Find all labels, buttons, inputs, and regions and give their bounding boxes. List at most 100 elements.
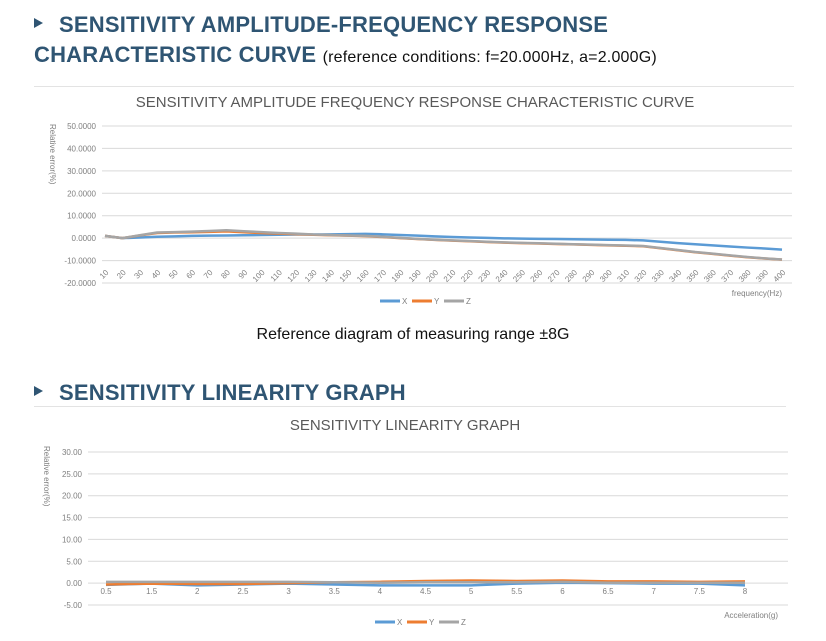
x-tick-label: 8 (743, 587, 748, 596)
chart-title: SENSITIVITY LINEARITY GRAPH (289, 417, 521, 434)
x-tick-label: 340 (667, 268, 683, 284)
frequency-response-chart: SENSITIVITY AMPLITUDE FREQUENCY RESPONSE… (30, 88, 800, 313)
legend-label-y: Y (434, 297, 440, 306)
series-line-z (104, 229, 783, 261)
x-tick-label: 10 (98, 268, 111, 281)
x-tick-label: 130 (303, 268, 319, 284)
x-tick-label: 6.5 (603, 587, 615, 596)
x-tick-label: 3 (286, 587, 291, 596)
heading-line1: SENSITIVITY AMPLITUDE-FREQUENCY RESPONSE (59, 12, 609, 37)
legend-label-x: X (402, 297, 408, 306)
reference-conditions: (reference conditions: f=20.000Hz, a=2.0… (322, 49, 657, 66)
x-tick-label: 360 (702, 268, 718, 284)
x-axis-label: Acceleration(g) (724, 611, 778, 620)
x-tick-label: 4.5 (420, 587, 432, 596)
x-axis-label: frequency(Hz) (732, 289, 783, 298)
x-tick-label: 180 (390, 268, 406, 284)
x-tick-label: 30 (132, 268, 145, 281)
x-tick-label: 110 (269, 268, 285, 284)
x-tick-label: 100 (251, 268, 267, 284)
heading-line2: CHARACTERISTIC CURVE (34, 42, 317, 67)
x-tick-label: 2.5 (237, 587, 249, 596)
y-tick-label: -5.00 (64, 601, 83, 610)
chart-svg: -5.00 0.00 5.00 10.00 15.00 20.00 25.00 30.00 Re… (42, 446, 788, 627)
x-tick-label: 200 (424, 268, 440, 284)
y-tick-label: 0.0000 (72, 234, 97, 243)
x-tick-label: 3.5 (329, 587, 341, 596)
x-tick-label: 2 (195, 587, 200, 596)
y-tick-label: 10.00 (62, 535, 83, 544)
chart-svg: -20.0000 -10.0000 0.0000 10.0000 20.0000 30.0… (48, 122, 792, 306)
x-tick-label: 0.5 (100, 587, 112, 596)
x-tick-label: 6 (560, 587, 565, 596)
x-tick-label: 250 (511, 268, 527, 284)
y-tick-label: 20.00 (62, 492, 83, 501)
series-line-z (106, 580, 745, 584)
heading-frequency-response-line2: CHARACTERISTIC CURVE (reference conditio… (34, 42, 657, 68)
x-tick-label: 210 (442, 268, 458, 284)
x-tick-label: 170 (372, 268, 388, 284)
x-tick-label: 370 (720, 268, 736, 284)
divider (34, 86, 794, 87)
x-tick-label: 120 (286, 268, 302, 284)
chart-caption: Reference diagram of measuring range ±8G (256, 326, 570, 343)
y-tick-label: 25.00 (62, 470, 83, 479)
legend-label-z: Z (466, 297, 471, 306)
y-axis-label: Relative error(%) (42, 446, 51, 507)
series-line-y (105, 579, 746, 586)
x-tick-label: 150 (338, 268, 354, 284)
x-tick-label: 330 (650, 268, 666, 284)
legend-label-z: Z (461, 618, 466, 627)
x-tick-label: 60 (185, 268, 198, 281)
y-tick-label: -10.0000 (64, 257, 96, 266)
x-tick-label: 1.5 (146, 587, 158, 596)
linearity-chart: SENSITIVITY LINEARITY GRAPH -5.00 0.00 5.0… (30, 408, 800, 638)
legend-label-y: Y (429, 618, 435, 627)
y-tick-label: 50.0000 (67, 122, 96, 131)
legend-label-x: X (397, 618, 403, 627)
y-tick-label: -20.0000 (64, 279, 96, 288)
heading-text: SENSITIVITY LINEARITY GRAPH (59, 380, 406, 405)
bullet-arrow-icon (34, 18, 43, 29)
y-tick-label: 40.0000 (67, 144, 96, 153)
x-tick-label: 80 (219, 268, 232, 281)
x-tick-label: 390 (754, 268, 770, 284)
bullet-arrow-icon (34, 386, 43, 397)
x-tick-label: 290 (581, 268, 597, 284)
x-tick-label: 40 (150, 268, 163, 281)
x-tick-label: 240 (494, 268, 510, 284)
x-tick-label: 140 (320, 268, 336, 284)
divider (34, 406, 786, 407)
x-tick-label: 4 (378, 587, 383, 596)
x-tick-label: 230 (477, 268, 493, 284)
x-tick-label: 220 (459, 268, 475, 284)
x-tick-label: 190 (407, 268, 423, 284)
x-tick-label: 320 (633, 268, 649, 284)
x-tick-label: 5.5 (511, 587, 523, 596)
heading-frequency-response: SENSITIVITY AMPLITUDE-FREQUENCY RESPONSE (34, 12, 608, 38)
y-axis-label: Relative error(%) (48, 124, 57, 185)
x-tick-label: 280 (563, 268, 579, 284)
x-tick-label: 310 (615, 268, 631, 284)
x-tick-label: 50 (167, 268, 180, 281)
y-tick-label: 30.00 (62, 448, 83, 457)
x-tick-label: 5 (469, 587, 474, 596)
heading-linearity: SENSITIVITY LINEARITY GRAPH (34, 380, 406, 406)
x-tick-label: 270 (546, 268, 562, 284)
x-tick-label: 160 (355, 268, 371, 284)
series-line-x (104, 232, 783, 251)
y-tick-label: 30.0000 (67, 167, 96, 176)
y-tick-label: 0.00 (66, 579, 82, 588)
x-tick-label: 20 (115, 268, 128, 281)
chart-title: SENSITIVITY AMPLITUDE FREQUENCY RESPONSE… (135, 94, 695, 111)
y-tick-label: 20.0000 (67, 189, 96, 198)
y-tick-label: 5.00 (66, 557, 82, 566)
x-tick-label: 350 (685, 268, 701, 284)
x-tick-label: 7 (651, 587, 656, 596)
x-tick-label: 300 (598, 268, 614, 284)
y-tick-label: 15.00 (62, 514, 83, 523)
y-tick-label: 10.0000 (67, 212, 96, 221)
x-tick-label: 70 (202, 268, 215, 281)
x-tick-label: 90 (237, 268, 250, 281)
x-tick-label: 7.5 (694, 587, 706, 596)
